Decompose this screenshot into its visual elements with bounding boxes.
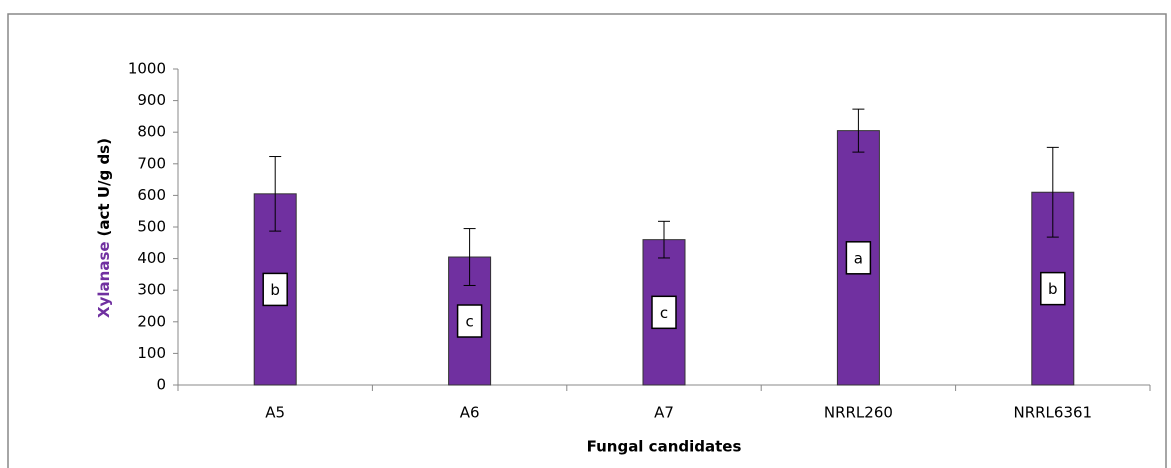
error-bar: [658, 220, 670, 259]
x-tick-label: NRRL6361: [1013, 404, 1092, 422]
error-bar: [852, 108, 865, 153]
significance-letter: b: [1048, 280, 1058, 298]
y-tick-label: 200: [137, 312, 166, 330]
y-tick-label: 800: [137, 123, 166, 141]
significance-letter: c: [465, 313, 473, 331]
error-bar: [269, 156, 282, 232]
chart-border: [7, 13, 1167, 468]
x-axis-label: Fungal candidates: [587, 438, 742, 456]
y-axis-label-part: Xylanase: [95, 241, 113, 318]
significance-letter: a: [854, 249, 863, 267]
y-tick-label: 0: [156, 376, 166, 394]
significance-letter: c: [660, 304, 668, 322]
x-tick-label: NRRL260: [824, 404, 893, 422]
y-tick-label: 900: [137, 91, 166, 109]
y-tick-label: 100: [137, 344, 166, 362]
letter-box: [1040, 271, 1066, 306]
letter-box: [651, 295, 677, 330]
y-tick-label: 600: [137, 186, 166, 204]
y-tick-label: 1000: [128, 60, 166, 78]
x-tick-label: A7: [654, 404, 674, 422]
y-tick-label: 700: [137, 154, 166, 172]
letter-box: [262, 272, 288, 307]
y-axis-label: Xylanase (act U/g ds): [95, 138, 113, 318]
x-tick-label: A5: [265, 404, 285, 422]
error-bar: [1046, 146, 1059, 238]
letter-box: [456, 304, 483, 338]
letter-box: [845, 241, 872, 275]
significance-letter: b: [270, 281, 280, 299]
x-tick-label: A6: [460, 404, 480, 422]
error-bar: [463, 228, 476, 286]
y-tick-label: 300: [137, 281, 166, 299]
y-tick-label: 500: [137, 218, 166, 236]
y-axis-label-part: (act U/g ds): [95, 138, 113, 236]
y-tick-label: 400: [137, 249, 166, 267]
